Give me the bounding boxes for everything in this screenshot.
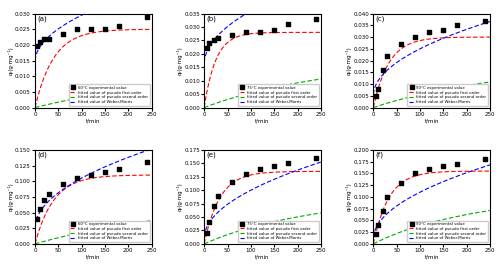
Point	[426, 166, 434, 171]
Point	[384, 54, 392, 58]
Legend: 75°C experimental value, fitted value of pseudo first order, fitted value of pse: 75°C experimental value, fitted value of…	[238, 84, 319, 106]
Point	[312, 156, 320, 160]
Point	[228, 180, 236, 184]
Point	[454, 23, 462, 27]
Point	[214, 36, 222, 40]
Y-axis label: qₜ(g·mg⁻¹): qₜ(g·mg⁻¹)	[8, 182, 14, 211]
Point	[101, 170, 109, 174]
Legend: 60°C experimental value, fitted value of pseudo first order, fitted value of pse: 60°C experimental value, fitted value of…	[69, 221, 150, 242]
Point	[73, 176, 81, 180]
Point	[482, 18, 490, 23]
Y-axis label: qₜ(g·mg⁻¹): qₜ(g·mg⁻¹)	[346, 182, 352, 211]
Text: (f): (f)	[376, 152, 384, 158]
Legend: 60°C experimental value, fitted value of pseudo first order, fitted value of pse: 60°C experimental value, fitted value of…	[69, 84, 150, 106]
Point	[398, 42, 406, 46]
Point	[205, 220, 213, 225]
Point	[440, 28, 448, 32]
Point	[398, 180, 406, 185]
Legend: 75°C experimental value, fitted value of pseudo first order, fitted value of pse: 75°C experimental value, fitted value of…	[238, 221, 319, 242]
Point	[115, 166, 123, 171]
Point	[412, 35, 420, 39]
Point	[426, 30, 434, 34]
Point	[378, 68, 386, 72]
Point	[205, 41, 213, 45]
Point	[242, 30, 250, 34]
Point	[101, 27, 109, 31]
Point	[312, 17, 320, 21]
X-axis label: t/min: t/min	[424, 254, 439, 259]
Point	[374, 223, 382, 227]
Point	[270, 164, 278, 168]
Point	[372, 232, 380, 237]
Point	[454, 162, 462, 166]
Point	[284, 161, 292, 166]
Point	[412, 171, 420, 176]
X-axis label: t/min: t/min	[256, 254, 270, 259]
Point	[73, 27, 81, 31]
Point	[210, 38, 218, 43]
Point	[482, 157, 490, 162]
Point	[59, 182, 67, 186]
Point	[40, 37, 48, 41]
Point	[440, 164, 448, 169]
X-axis label: t/min: t/min	[86, 118, 101, 123]
Y-axis label: qₜ(g·mg⁻¹): qₜ(g·mg⁻¹)	[8, 46, 14, 75]
Text: (d): (d)	[38, 152, 47, 158]
Point	[36, 40, 44, 44]
Point	[228, 33, 236, 37]
Legend: 90°C experimental value, fitted value of pseudo first order, fitted value of pse: 90°C experimental value, fitted value of…	[407, 84, 488, 106]
Legend: 90°C experimental value, fitted value of pseudo first order, fitted value of pse: 90°C experimental value, fitted value of…	[407, 221, 488, 242]
Y-axis label: qₜ(g·mg⁻¹): qₜ(g·mg⁻¹)	[346, 46, 352, 75]
Point	[87, 27, 95, 31]
Point	[34, 217, 42, 221]
Text: (b): (b)	[206, 15, 216, 22]
Point	[115, 24, 123, 28]
Point	[40, 198, 48, 202]
Point	[45, 192, 53, 196]
Point	[372, 94, 380, 98]
Point	[143, 15, 151, 19]
Point	[378, 209, 386, 213]
Point	[202, 46, 210, 51]
Point	[384, 195, 392, 199]
Point	[210, 204, 218, 208]
Point	[270, 27, 278, 32]
Point	[36, 207, 44, 212]
Point	[87, 173, 95, 177]
X-axis label: t/min: t/min	[424, 118, 439, 123]
Point	[34, 44, 42, 49]
Point	[202, 231, 210, 235]
Y-axis label: qₜ(g·mg⁻¹): qₜ(g·mg⁻¹)	[177, 182, 183, 211]
Point	[242, 172, 250, 176]
X-axis label: t/min: t/min	[256, 118, 270, 123]
Text: (e): (e)	[206, 152, 216, 158]
Point	[143, 160, 151, 164]
X-axis label: t/min: t/min	[86, 254, 101, 259]
Point	[284, 22, 292, 27]
Point	[256, 166, 264, 171]
Point	[59, 32, 67, 36]
Text: (a): (a)	[38, 15, 47, 22]
Point	[256, 30, 264, 34]
Point	[374, 87, 382, 91]
Text: (c): (c)	[376, 15, 385, 22]
Point	[45, 37, 53, 41]
Y-axis label: qₜ(g·mg⁻¹): qₜ(g·mg⁻¹)	[177, 46, 183, 75]
Point	[214, 193, 222, 198]
